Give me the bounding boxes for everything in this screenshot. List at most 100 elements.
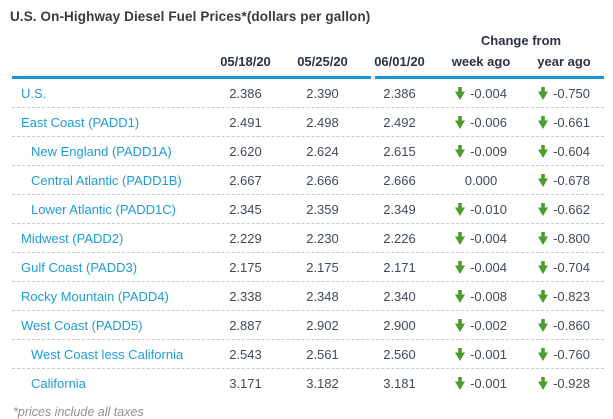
region-link[interactable]: West Coast less California — [31, 346, 184, 362]
change-year-cell: -0.760 — [524, 347, 604, 362]
price-cell-3: 2.340 — [383, 288, 416, 304]
down-arrow-icon — [455, 231, 466, 245]
price-cell-2: 2.902 — [306, 317, 339, 333]
change-year-cell: -0.928 — [524, 376, 604, 391]
change-year-value: -0.662 — [553, 201, 590, 217]
down-arrow-icon — [455, 144, 466, 158]
region-link[interactable]: New England (PADD1A) — [31, 143, 172, 159]
region-link[interactable]: West Coast (PADD5) — [21, 317, 143, 333]
region-link[interactable]: Central Atlantic (PADD1B) — [31, 172, 182, 188]
column-header-date-3: 06/01/20 — [374, 53, 425, 69]
price-cell-1: 2.887 — [229, 317, 262, 333]
price-cell-2: 2.666 — [306, 172, 339, 188]
change-year-value: -0.678 — [553, 172, 590, 188]
header-divider-rule — [12, 76, 604, 79]
table-row: West Coast less California 2.543 2.561 2… — [12, 340, 604, 369]
down-arrow-icon — [455, 260, 466, 274]
price-cell-2: 2.348 — [306, 288, 339, 304]
footnote: *prices include all taxes — [13, 405, 144, 419]
price-cell-2: 2.498 — [306, 114, 339, 130]
price-cell-1: 2.386 — [229, 85, 262, 101]
table-header-group-row: Change from — [12, 31, 604, 49]
change-year-cell: -0.823 — [524, 289, 604, 304]
price-cell-2: 2.359 — [306, 201, 339, 217]
region-link[interactable]: Gulf Coast (PADD3) — [21, 259, 138, 275]
region-link[interactable]: California — [31, 375, 86, 391]
change-week-value: -0.006 — [470, 114, 507, 130]
table-row: Lower Atlantic (PADD1C) 2.345 2.359 2.34… — [12, 195, 604, 224]
down-arrow-icon — [538, 173, 549, 187]
price-cell-2: 2.624 — [306, 143, 339, 159]
change-year-value: -0.928 — [553, 375, 590, 391]
price-cell-1: 3.171 — [229, 375, 262, 391]
down-arrow-icon — [538, 289, 549, 303]
change-year-cell: -0.860 — [524, 318, 604, 333]
table-row: Central Atlantic (PADD1B) 2.667 2.666 2.… — [12, 166, 604, 195]
column-header-change-from: Change from — [480, 32, 562, 48]
price-cell-3: 2.900 — [383, 317, 416, 333]
down-arrow-icon — [455, 115, 466, 129]
change-week-cell: -0.002 — [438, 318, 524, 333]
price-cell-3: 2.171 — [383, 259, 416, 275]
price-cell-2: 2.561 — [306, 346, 339, 362]
change-week-value: -0.004 — [470, 230, 507, 246]
price-cell-1: 2.667 — [229, 172, 262, 188]
change-year-value: -0.661 — [553, 114, 590, 130]
table-row: Gulf Coast (PADD3) 2.175 2.175 2.171 -0.… — [12, 253, 604, 282]
price-cell-3: 2.492 — [383, 114, 416, 130]
change-year-value: -0.823 — [553, 288, 590, 304]
change-week-value: -0.002 — [470, 317, 507, 333]
down-arrow-icon — [538, 202, 549, 216]
change-year-cell: -0.750 — [524, 86, 604, 101]
diesel-price-table: Change from 05/18/20 05/25/20 06/01/20 w… — [12, 31, 604, 397]
down-arrow-icon — [538, 347, 549, 361]
price-cell-3: 2.666 — [383, 172, 416, 188]
change-year-cell: -0.662 — [524, 202, 604, 217]
down-arrow-icon — [538, 115, 549, 129]
region-link[interactable]: U.S. — [21, 85, 47, 101]
table-row: East Coast (PADD1) 2.491 2.498 2.492 -0.… — [12, 108, 604, 137]
down-arrow-icon — [455, 289, 466, 303]
region-link[interactable]: East Coast (PADD1) — [21, 114, 140, 130]
down-arrow-icon — [455, 347, 466, 361]
price-cell-3: 2.349 — [383, 201, 416, 217]
column-header-date-1: 05/18/20 — [220, 53, 271, 69]
change-week-value: -0.001 — [470, 346, 507, 362]
change-week-value: 0.000 — [464, 172, 498, 188]
change-year-value: -0.760 — [553, 346, 590, 362]
region-link[interactable]: Midwest (PADD2) — [21, 230, 124, 246]
change-year-value: -0.604 — [553, 143, 590, 159]
price-cell-3: 2.615 — [383, 143, 416, 159]
table-header-row: 05/18/20 05/25/20 06/01/20 week ago year… — [12, 49, 604, 73]
price-cell-2: 2.230 — [306, 230, 339, 246]
change-week-value: -0.004 — [470, 85, 507, 101]
change-week-cell: -0.009 — [438, 144, 524, 159]
table-row: U.S. 2.386 2.390 2.386 -0.004 -0.750 — [12, 79, 604, 108]
change-year-value: -0.860 — [553, 317, 590, 333]
change-week-value: -0.010 — [470, 201, 507, 217]
price-cell-1: 2.543 — [229, 346, 262, 362]
change-week-cell: -0.004 — [438, 86, 524, 101]
change-year-cell: -0.800 — [524, 231, 604, 246]
change-week-cell: -0.001 — [438, 376, 524, 391]
change-week-value: -0.008 — [470, 288, 507, 304]
region-link[interactable]: Lower Atlantic (PADD1C) — [31, 201, 176, 217]
change-week-cell: 0.000 — [438, 173, 524, 188]
price-cell-1: 2.175 — [229, 259, 262, 275]
price-cell-1: 2.338 — [229, 288, 262, 304]
change-year-cell: -0.704 — [524, 260, 604, 275]
change-year-value: -0.750 — [553, 85, 590, 101]
change-week-cell: -0.004 — [438, 260, 524, 275]
table-row: West Coast (PADD5) 2.887 2.902 2.900 -0.… — [12, 311, 604, 340]
price-cell-3: 2.226 — [383, 230, 416, 246]
price-cell-3: 2.560 — [383, 346, 416, 362]
price-cell-1: 2.229 — [229, 230, 262, 246]
down-arrow-icon — [455, 318, 466, 332]
down-arrow-icon — [538, 260, 549, 274]
region-link[interactable]: Rocky Mountain (PADD4) — [21, 288, 169, 304]
table-row: Rocky Mountain (PADD4) 2.338 2.348 2.340… — [12, 282, 604, 311]
change-week-value: -0.001 — [470, 375, 507, 391]
price-cell-2: 2.390 — [306, 85, 339, 101]
down-arrow-icon — [538, 376, 549, 390]
price-cell-1: 2.620 — [229, 143, 262, 159]
